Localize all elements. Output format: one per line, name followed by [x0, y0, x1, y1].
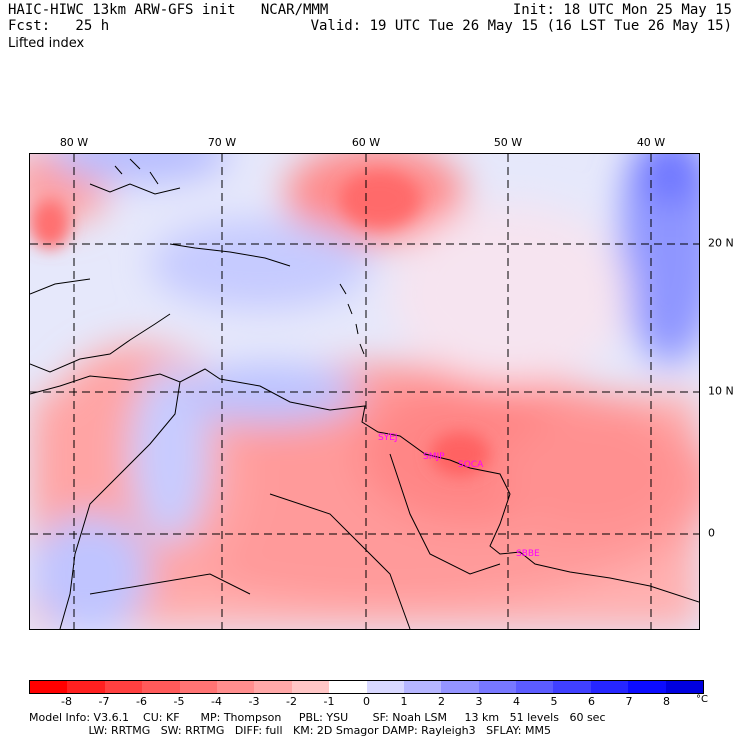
lon-label-80w: 80 W — [59, 136, 89, 149]
lon-label-40w: 40 W — [636, 136, 666, 149]
colorbar-swatch — [478, 681, 517, 693]
colorbar-swatch — [628, 681, 666, 693]
colorbar-tick-label: -7 — [98, 695, 110, 708]
colorbar-tick-label: 8 — [663, 695, 670, 708]
lat-label-10n: 10 N — [708, 384, 734, 398]
field-name: Lifted index — [8, 36, 85, 51]
colorbar-swatch — [291, 681, 330, 693]
forecast-hour: Fcst: 25 h — [8, 18, 110, 34]
lifted-index-map: SYEJ SMJP SOCA SBBE — [10, 124, 720, 634]
colorbar-swatch — [403, 681, 442, 693]
lat-label-0: 0 — [708, 526, 715, 540]
station-sbbe: SBBE — [516, 549, 540, 559]
header-title: HAIC-HIWC 13km ARW-GFS init NCAR/MMM — [8, 2, 329, 18]
station-smjp: SMJP — [423, 452, 445, 462]
colorbar-swatch — [590, 681, 629, 693]
colorbar-tick-label: -2 — [286, 695, 297, 708]
colorbar-tick-label: 6 — [588, 695, 595, 708]
colorbar-tick-label: -6 — [136, 695, 147, 708]
station-soca: SOCA — [458, 460, 484, 470]
colorbar — [29, 680, 704, 694]
colorbar-swatch — [665, 681, 704, 693]
colorbar-swatch — [553, 681, 591, 693]
colorbar-tick-label: 0 — [363, 695, 370, 708]
model-info-line1: Model Info: V3.6.1 CU: KF MP: Thompson P… — [29, 711, 606, 724]
colorbar-swatch — [441, 681, 479, 693]
colorbar-swatch — [366, 681, 404, 693]
colorbar-swatch — [179, 681, 217, 693]
colorbar-tick-label: -4 — [211, 695, 222, 708]
map-canvas: SYEJ SMJP SOCA SBBE — [10, 124, 720, 634]
lifted-index-minima — [30, 171, 490, 476]
colorbar-tick-label: -5 — [173, 695, 185, 708]
colorbar-tick-label: 3 — [475, 695, 483, 708]
lon-label-70w: 70 W — [207, 136, 237, 149]
lifted-index-field — [10, 124, 720, 634]
colorbar-tick-label: 2 — [438, 695, 445, 708]
colorbar-swatch — [104, 681, 143, 693]
valid-time: Valid: 19 UTC Tue 26 May 15 (16 LST Tue … — [310, 18, 732, 34]
colorbar-swatch — [516, 681, 554, 693]
colorbar-swatch — [216, 681, 255, 693]
station-markers: SYEJ SMJP SOCA SBBE — [378, 433, 540, 559]
colorbar-swatch — [329, 681, 367, 693]
colorbar-tick-label: -1 — [323, 695, 335, 708]
colorbar-tick-label: 5 — [550, 695, 558, 708]
colorbar-tick-label: 7 — [625, 695, 633, 708]
lon-label-50w: 50 W — [493, 136, 523, 149]
colorbar-swatch — [30, 681, 68, 693]
model-info-line2: LW: RRTMG SW: RRTMG DIFF: full KM: 2D Sm… — [29, 724, 551, 737]
colorbar-tick-label: 1 — [400, 695, 408, 708]
lon-label-60w: 60 W — [351, 136, 381, 149]
colorbar-swatch — [67, 681, 105, 693]
colorbar-swatch — [254, 681, 292, 693]
init-time: Init: 18 UTC Mon 25 May 15 — [512, 2, 732, 18]
colorbar-tick-label: -3 — [248, 695, 260, 708]
coastlines — [29, 158, 700, 630]
colorbar-tick-label: -8 — [61, 695, 72, 708]
station-syej: SYEJ — [378, 433, 398, 443]
colorbar-swatch — [142, 681, 180, 693]
colorbar-tick-label: 4 — [513, 695, 520, 708]
lat-label-20n: 20 N — [708, 236, 734, 250]
colorbar-unit: °C — [696, 694, 708, 705]
